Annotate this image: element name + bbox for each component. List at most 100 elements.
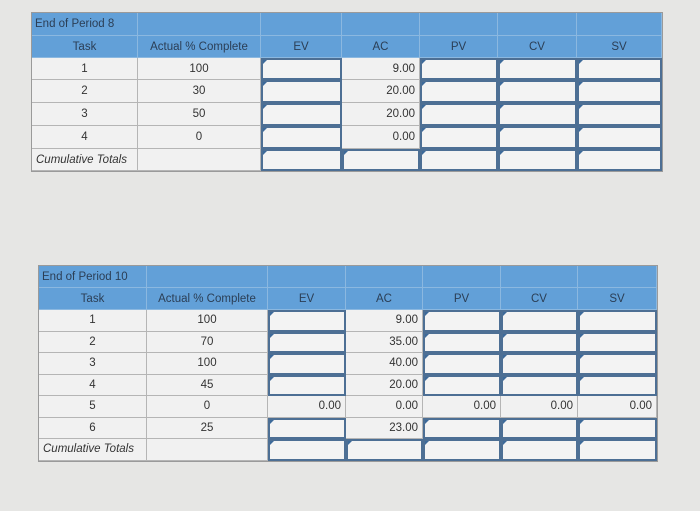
sv-input[interactable] [578,417,657,439]
task-row: 2 30 20.00 [32,80,662,103]
pv-input[interactable] [420,126,498,149]
sv-input[interactable] [578,374,657,396]
sv-input[interactable] [577,80,662,103]
sv-input[interactable] [577,126,662,149]
pv-input[interactable] [423,310,501,332]
actual-complete-value: 50 [138,103,261,126]
sv-input[interactable] [577,58,662,80]
column-header-ev: EV [268,288,346,310]
column-header-pv: PV [420,36,498,58]
total-actual-complete-cell [138,149,261,171]
column-header-pv: PV [423,288,501,310]
cv-input[interactable] [501,353,578,375]
total-ev-input[interactable] [261,149,342,171]
actual-complete-value: 100 [147,353,268,375]
task-value: 2 [39,331,147,353]
task-value: 6 [39,417,147,439]
task-value: 1 [39,310,147,332]
cv-input[interactable] [501,374,578,396]
ac-value: 0.00 [342,126,420,149]
ev-input[interactable] [268,310,346,332]
column-header-task: Task [32,36,138,58]
total-pv-input[interactable] [423,439,501,461]
header-blank-cell [577,13,662,36]
header-blank-cell [268,266,346,288]
ev-input[interactable] [268,374,346,396]
pv-input[interactable] [423,331,501,353]
cv-input[interactable] [498,80,577,103]
pv-input[interactable] [420,58,498,80]
header-blank-cell [420,13,498,36]
cv-input[interactable] [498,58,577,80]
ev-input[interactable] [261,58,342,80]
table-title: End of Period 10 [39,266,147,288]
cv-input[interactable] [498,126,577,149]
pv-input[interactable] [423,417,501,439]
cv-input[interactable] [501,417,578,439]
total-sv-input[interactable] [577,149,662,171]
ac-value: 9.00 [346,310,423,332]
task-value: 3 [39,353,147,375]
total-ev-input[interactable] [268,439,346,461]
period-8-table: End of Period 8 Task Actual % Complete EV AC… [31,12,663,172]
header-blank-cell [578,266,657,288]
actual-complete-value: 45 [147,374,268,396]
column-header-cv: CV [501,288,578,310]
total-pv-input[interactable] [420,149,498,171]
ev-input[interactable] [268,417,346,439]
task-value: 4 [39,374,147,396]
task-row: 2 70 35.00 [39,331,657,353]
task-row: 4 45 20.00 [39,374,657,396]
title-row: End of Period 10 [39,266,657,288]
cumulative-totals-row: Cumulative Totals [39,439,657,461]
column-header-sv: SV [578,288,657,310]
header-blank-cell [261,13,342,36]
ac-value: 20.00 [342,103,420,126]
cv-input[interactable] [501,310,578,332]
sv-input[interactable] [578,331,657,353]
header-blank-cell [138,13,261,36]
sv-input[interactable] [577,103,662,126]
header-row: Task Actual % Complete EV AC PV CV SV [32,36,662,58]
actual-complete-value: 100 [138,58,261,80]
pv-input[interactable] [420,80,498,103]
ac-value: 0.00 [346,396,423,418]
header-blank-cell [147,266,268,288]
pv-input[interactable] [423,353,501,375]
sv-input[interactable] [578,310,657,332]
cv-input[interactable] [498,103,577,126]
ev-input[interactable] [268,331,346,353]
column-header-ac: AC [346,288,423,310]
task-row: 4 0 0.00 [32,126,662,149]
sv-input[interactable] [578,353,657,375]
header-blank-cell [498,13,577,36]
total-sv-input[interactable] [578,439,657,461]
actual-complete-value: 70 [147,331,268,353]
actual-complete-value: 25 [147,417,268,439]
column-header-cv: CV [498,36,577,58]
header-blank-cell [346,266,423,288]
cv-value: 0.00 [501,396,578,418]
pv-input[interactable] [423,374,501,396]
ev-input[interactable] [261,103,342,126]
column-header-ac: AC [342,36,420,58]
ev-value: 0.00 [268,396,346,418]
ac-value: 35.00 [346,331,423,353]
pv-input[interactable] [420,103,498,126]
ev-input[interactable] [261,126,342,149]
task-row: 1 100 9.00 [32,58,662,80]
cv-input[interactable] [501,331,578,353]
header-blank-cell [501,266,578,288]
actual-complete-value: 0 [138,126,261,149]
ev-input[interactable] [268,353,346,375]
ac-value: 20.00 [346,374,423,396]
actual-complete-value: 100 [147,310,268,332]
total-ac-input[interactable] [346,439,423,461]
total-ac-input[interactable] [342,149,420,171]
actual-complete-value: 0 [147,396,268,418]
ev-input[interactable] [261,80,342,103]
header-blank-cell [342,13,420,36]
total-cv-input[interactable] [498,149,577,171]
task-value: 4 [32,126,138,149]
total-cv-input[interactable] [501,439,578,461]
